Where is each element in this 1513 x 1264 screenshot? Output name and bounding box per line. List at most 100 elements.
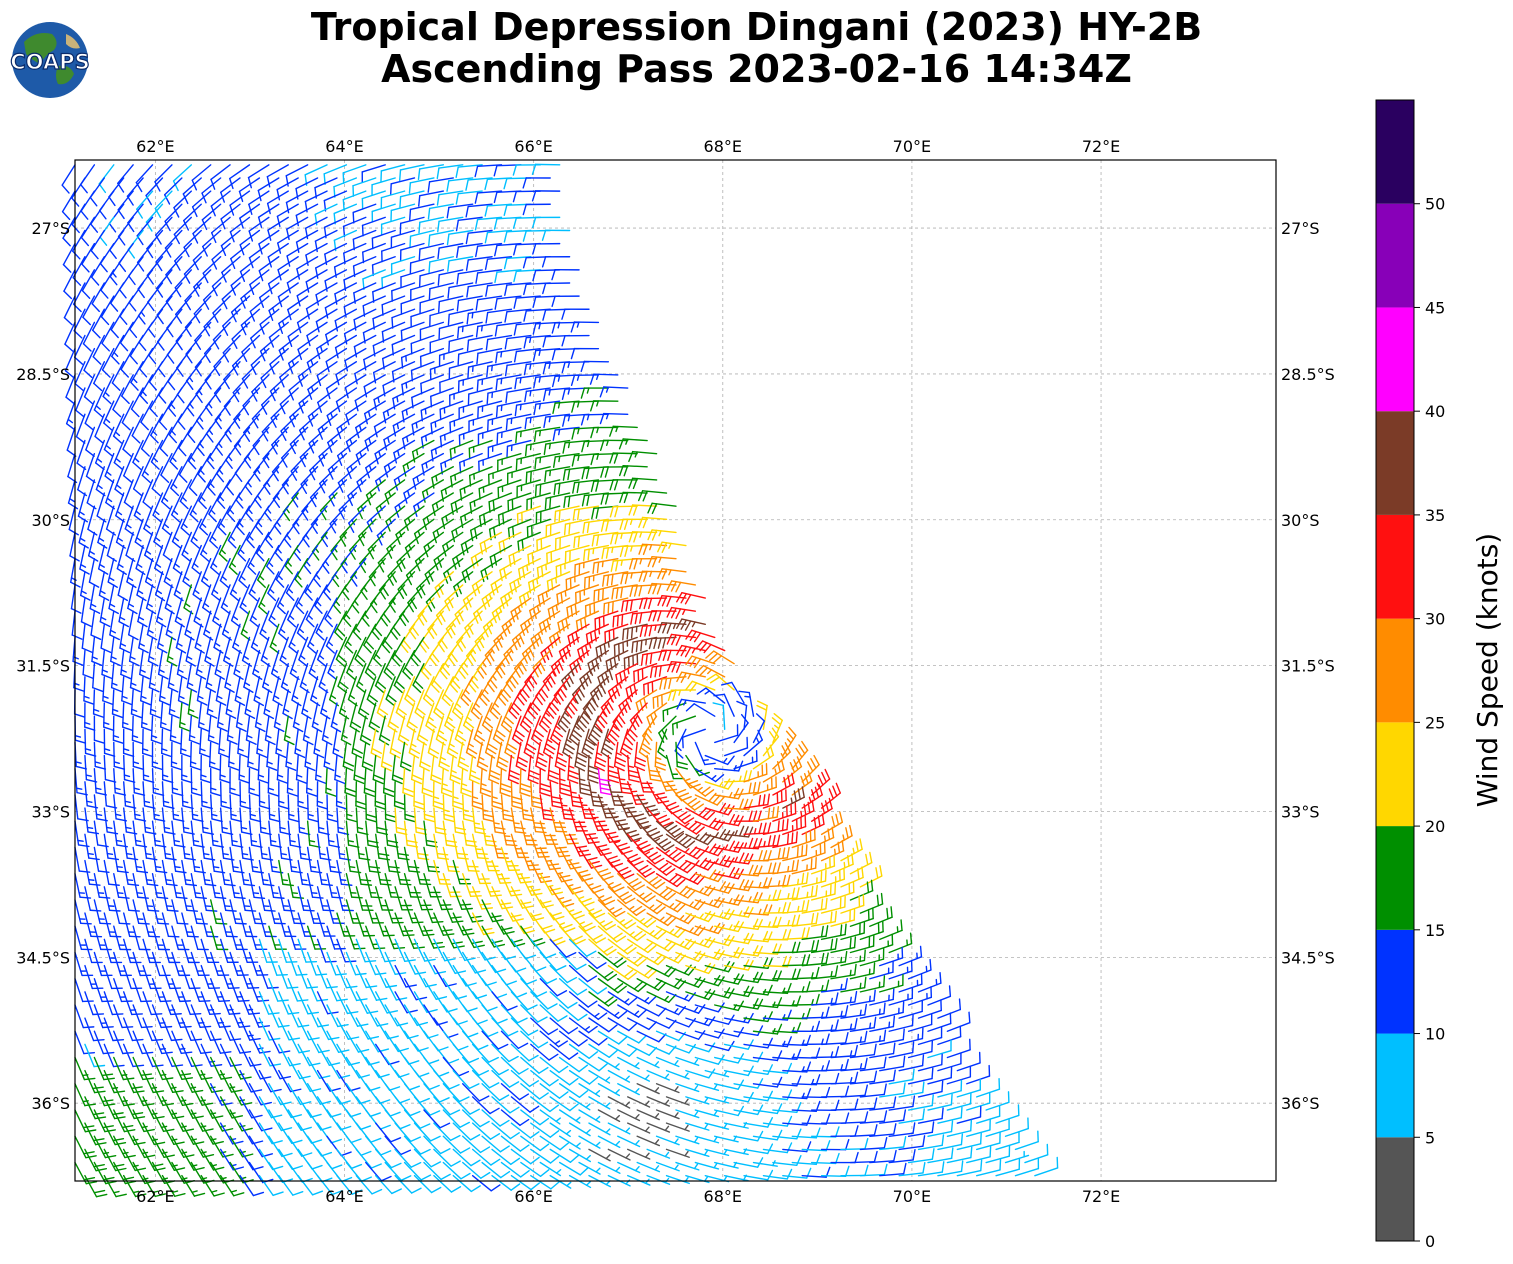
wind-barb xyxy=(695,664,726,678)
barb-half-feather xyxy=(448,743,455,748)
wind-barb xyxy=(551,347,580,361)
barb-half-feather xyxy=(226,708,233,713)
wind-barb xyxy=(135,164,154,193)
wind-barb xyxy=(465,177,493,191)
barb-half-feather xyxy=(109,603,116,608)
barb-feather xyxy=(260,377,267,389)
wind-barb xyxy=(233,649,244,680)
wind-barb xyxy=(241,334,261,363)
wind-barb xyxy=(293,531,309,561)
barb-feather xyxy=(559,687,567,698)
wind-barb xyxy=(150,715,163,745)
barb-half-feather xyxy=(378,477,382,484)
barb-feather xyxy=(595,647,599,659)
barb-staff xyxy=(188,466,202,489)
barb-staff xyxy=(723,693,735,717)
barb-feather xyxy=(110,302,119,312)
barb-feather xyxy=(475,325,479,338)
barb-feather xyxy=(508,678,516,689)
barb-staff xyxy=(150,439,164,463)
barb-half-feather xyxy=(435,475,438,482)
barb-staff xyxy=(172,544,183,569)
barb-feather xyxy=(280,686,292,694)
barb-feather xyxy=(298,402,304,414)
barb-staff xyxy=(373,387,396,401)
wind-barb xyxy=(112,715,125,745)
barb-feather xyxy=(476,352,479,365)
barb-staff xyxy=(148,361,164,383)
wind-barb xyxy=(268,295,289,322)
wind-barb xyxy=(484,256,513,271)
wind-barb xyxy=(67,479,79,510)
barb-half-feather xyxy=(298,628,305,634)
wind-barb xyxy=(452,689,464,720)
wind-barb xyxy=(176,347,193,377)
barb-staff xyxy=(216,479,231,502)
wind-barb xyxy=(315,282,338,306)
barb-feather xyxy=(284,565,293,575)
wind-barb xyxy=(371,229,396,250)
wind-barb xyxy=(504,361,532,377)
barb-staff xyxy=(470,689,483,713)
barb-feather xyxy=(644,625,648,637)
barb-half-feather xyxy=(203,602,210,608)
wind-barb xyxy=(185,361,202,390)
barb-half-feather xyxy=(139,669,146,673)
barb-staff xyxy=(101,347,115,371)
barb-feather xyxy=(616,614,619,627)
barb-feather xyxy=(569,701,578,712)
barb-staff xyxy=(104,452,115,477)
barb-half-feather xyxy=(138,616,145,621)
barb-feather xyxy=(541,256,547,268)
barb-staff xyxy=(131,715,134,741)
barb-half-feather xyxy=(112,735,120,738)
wind-barb xyxy=(264,492,280,522)
wind-barb xyxy=(400,347,425,369)
barb-staff xyxy=(373,413,396,428)
barb-feather xyxy=(385,698,396,707)
barb-half-feather xyxy=(647,727,652,734)
wind-barb xyxy=(74,715,87,744)
barb-feather xyxy=(474,192,479,204)
wind-barb xyxy=(260,361,280,389)
wind-barb xyxy=(371,203,396,223)
barb-feather xyxy=(279,376,285,388)
barb-staff xyxy=(457,242,483,248)
barb-half-feather xyxy=(102,695,109,699)
barb-feather xyxy=(231,338,238,349)
wind-barb xyxy=(523,282,551,296)
wind-barb xyxy=(118,597,130,628)
wind-barb xyxy=(90,610,102,641)
barb-feather xyxy=(241,378,249,389)
barb-feather xyxy=(544,470,547,483)
barb-half-feather xyxy=(182,523,188,529)
barb-feather xyxy=(89,196,98,207)
wind-barb xyxy=(127,203,144,233)
barb-feather xyxy=(599,439,605,451)
wind-barb xyxy=(276,203,299,228)
barb-staff xyxy=(127,610,134,636)
barb-staff xyxy=(448,334,474,342)
wind-barb xyxy=(249,269,270,296)
barb-staff xyxy=(429,308,454,317)
wind-barb xyxy=(221,282,241,310)
wind-barb xyxy=(666,661,697,673)
barb-feather xyxy=(514,377,518,390)
barb-staff xyxy=(95,439,106,464)
barb-staff xyxy=(277,229,299,244)
barb-staff xyxy=(402,649,416,673)
wind-barb xyxy=(212,321,231,350)
barb-feather xyxy=(503,257,508,270)
barb-feather xyxy=(267,256,273,268)
wind-barb xyxy=(226,715,238,745)
wind-barb xyxy=(533,374,561,389)
wind-barb xyxy=(368,702,380,733)
wind-barb xyxy=(183,203,202,231)
wind-barb xyxy=(139,374,154,404)
barb-feather xyxy=(533,376,537,389)
barb-feather xyxy=(268,619,278,628)
barb-feather xyxy=(709,676,721,684)
barb-feather xyxy=(512,164,517,176)
barb-half-feather xyxy=(251,615,257,621)
barb-staff xyxy=(353,308,377,321)
